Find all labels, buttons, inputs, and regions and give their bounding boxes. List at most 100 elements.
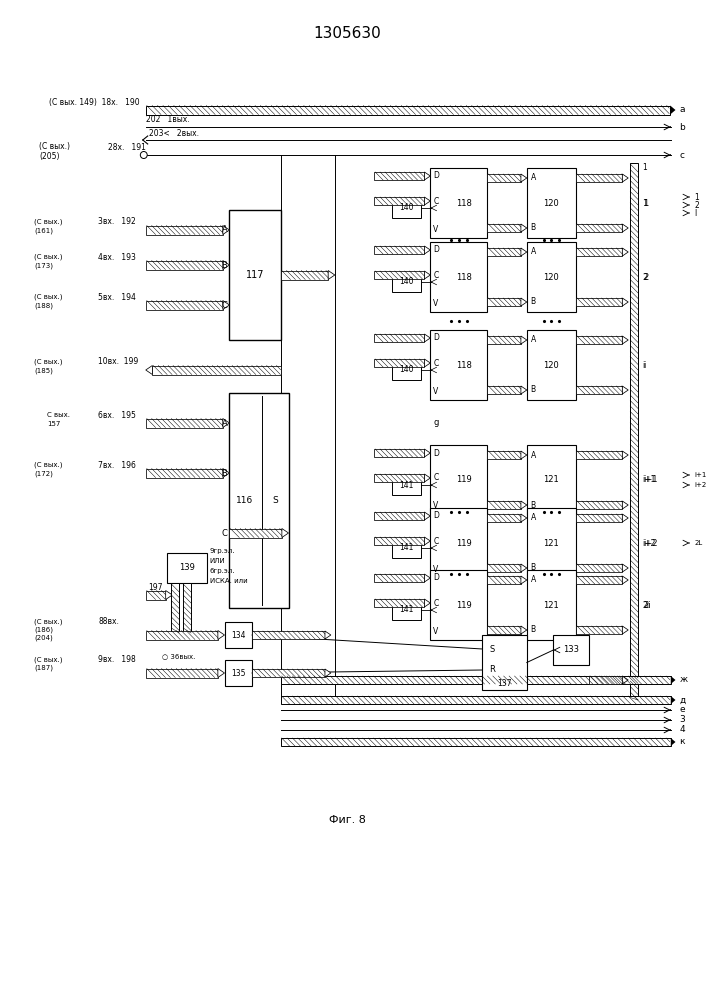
Text: 137: 137 (498, 678, 512, 688)
Text: D: D (433, 574, 439, 582)
Polygon shape (521, 626, 527, 634)
Polygon shape (521, 576, 527, 584)
Polygon shape (325, 631, 331, 639)
Bar (374, 246, 424, 254)
Bar (281, 676, 671, 684)
Text: C: C (433, 270, 438, 279)
Text: С вых.: С вых. (47, 412, 70, 418)
Text: к: к (679, 738, 685, 746)
Bar (589, 676, 622, 684)
Bar (281, 270, 328, 279)
Text: 140: 140 (399, 204, 414, 213)
Text: (186): (186) (35, 627, 54, 633)
Text: D: D (433, 245, 439, 254)
Polygon shape (424, 474, 431, 482)
Text: i+2: i+2 (642, 538, 655, 548)
Text: V: V (433, 564, 438, 574)
Polygon shape (521, 298, 527, 306)
Text: ж: ж (679, 676, 688, 684)
Polygon shape (424, 246, 431, 254)
Bar (146, 468, 223, 478)
Bar (281, 696, 671, 704)
Text: 3вх.   192: 3вх. 192 (98, 218, 136, 227)
Polygon shape (622, 248, 629, 256)
Text: 117: 117 (246, 270, 264, 280)
Text: 121: 121 (544, 600, 559, 609)
Text: 2: 2 (642, 272, 648, 282)
Polygon shape (521, 386, 527, 394)
Bar (576, 248, 622, 256)
Text: (С вых.): (С вых.) (35, 254, 63, 260)
Polygon shape (622, 298, 629, 306)
Polygon shape (424, 334, 431, 342)
Bar (230, 528, 282, 538)
Text: 121: 121 (544, 538, 559, 548)
Bar (374, 512, 424, 520)
Text: i+2: i+2 (643, 538, 658, 548)
Text: 9гр.эл.: 9гр.эл. (210, 548, 235, 554)
Polygon shape (622, 174, 629, 182)
Bar (153, 365, 281, 374)
Bar (431, 242, 487, 312)
Text: 203<   2вых.: 203< 2вых. (148, 129, 199, 138)
Bar (374, 359, 424, 367)
Text: i: i (643, 360, 645, 369)
Text: C: C (433, 536, 438, 546)
Text: 2: 2 (643, 272, 648, 282)
Polygon shape (622, 451, 629, 459)
Bar (171, 583, 179, 633)
Text: B: B (531, 298, 536, 306)
Text: A: A (531, 247, 536, 256)
Text: 139: 139 (179, 564, 195, 572)
Text: A: A (531, 514, 536, 522)
Bar (392, 600, 421, 620)
Text: C: C (221, 300, 228, 310)
Text: 135: 135 (231, 668, 245, 678)
Polygon shape (521, 248, 527, 256)
Bar (431, 445, 487, 515)
Text: 118: 118 (456, 360, 472, 369)
Text: c: c (679, 150, 684, 159)
Text: 119: 119 (456, 600, 472, 609)
Text: 4вх.   193: 4вх. 193 (98, 252, 136, 261)
Text: l: l (694, 209, 696, 218)
Polygon shape (521, 501, 527, 509)
Text: 118: 118 (456, 272, 472, 282)
Polygon shape (671, 696, 675, 704)
Bar (482, 635, 527, 690)
Text: 120: 120 (544, 360, 559, 369)
Polygon shape (424, 574, 431, 582)
Text: (С вых.): (С вых.) (35, 294, 63, 300)
Bar (630, 163, 638, 700)
Polygon shape (622, 386, 629, 394)
Text: 121: 121 (544, 476, 559, 485)
Bar (576, 298, 622, 306)
Bar (576, 451, 622, 459)
Text: V: V (433, 298, 438, 308)
Polygon shape (223, 418, 230, 428)
Bar (146, 105, 670, 114)
Bar (487, 224, 521, 232)
Text: 3: 3 (679, 716, 685, 724)
Polygon shape (671, 738, 675, 746)
Polygon shape (622, 676, 629, 684)
Bar (374, 574, 424, 582)
Bar (554, 635, 589, 665)
Polygon shape (282, 528, 288, 538)
Text: (172): (172) (35, 471, 53, 477)
Text: D: D (433, 448, 439, 458)
Text: 4: 4 (679, 726, 685, 734)
Text: V: V (433, 225, 438, 233)
Text: 116: 116 (235, 496, 253, 505)
Bar (374, 271, 424, 279)
Bar (576, 501, 622, 509)
Text: 133: 133 (563, 646, 579, 654)
Text: 1: 1 (642, 163, 647, 172)
Text: 28х.   191: 28х. 191 (108, 142, 146, 151)
Text: e: e (679, 706, 685, 714)
Text: 6вх.   195: 6вх. 195 (98, 410, 136, 420)
Text: B: B (221, 468, 228, 478)
Text: B: B (531, 385, 536, 394)
Polygon shape (521, 451, 527, 459)
Bar (392, 538, 421, 558)
